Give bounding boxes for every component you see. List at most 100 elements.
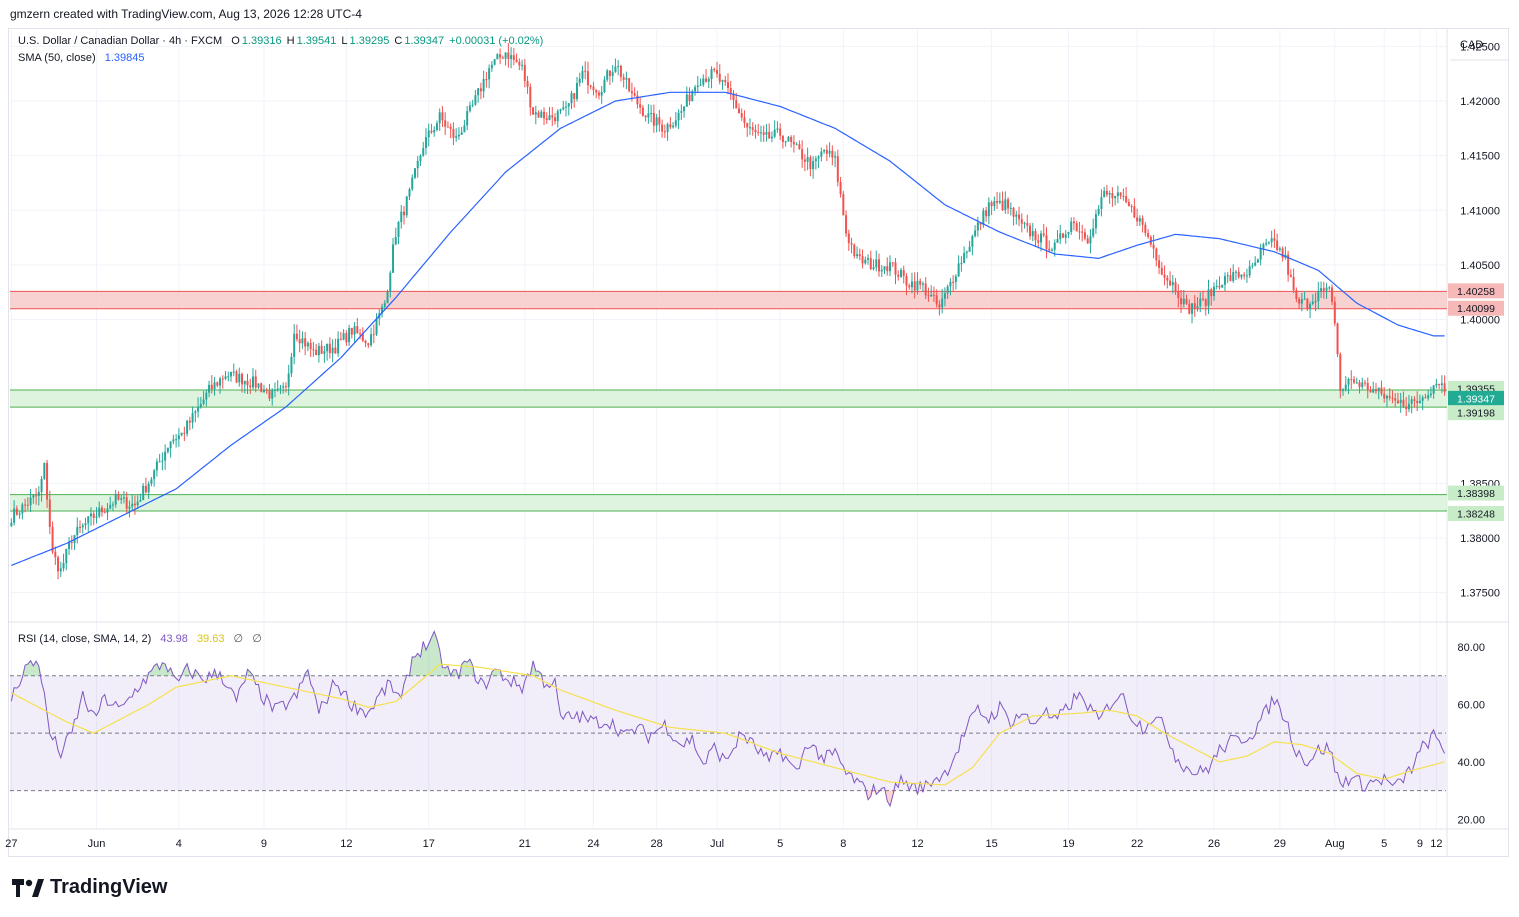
candle-body	[164, 451, 167, 461]
candle-body	[287, 373, 290, 388]
candle-body	[1281, 248, 1284, 258]
candle-body	[919, 280, 922, 285]
candle-body	[76, 527, 79, 536]
candle-body	[1336, 323, 1339, 355]
candle-body	[243, 380, 246, 385]
candle-body	[444, 120, 447, 127]
candle-body	[1292, 276, 1295, 291]
candle-body	[1325, 287, 1328, 291]
candle-body	[1237, 271, 1240, 278]
candle-body	[595, 90, 598, 93]
candle-body	[510, 55, 513, 59]
time-tick-label: Jun	[88, 838, 106, 850]
candle-body	[1072, 221, 1075, 224]
candle-body	[306, 342, 309, 347]
candle-body	[603, 79, 606, 92]
candle-body	[1366, 382, 1369, 391]
candle-body	[1350, 379, 1353, 381]
candle-body	[795, 144, 798, 146]
candle-body	[567, 103, 570, 107]
candle-body	[781, 135, 784, 143]
candle-body	[466, 111, 469, 126]
candle-body	[718, 73, 721, 82]
candle-body	[260, 383, 263, 392]
price-tag-red	[1448, 283, 1504, 299]
candle-body	[339, 338, 342, 340]
candle-body	[644, 115, 647, 118]
candle-body	[575, 83, 578, 100]
candle-body	[262, 390, 265, 392]
time-tick-label: 26	[1208, 838, 1220, 850]
candle-body	[24, 504, 27, 506]
candle-body	[471, 104, 474, 106]
candle-body	[191, 413, 194, 423]
candle-body	[979, 222, 982, 225]
candle-body	[70, 542, 73, 544]
candle-body	[532, 107, 535, 115]
candle-body	[183, 432, 186, 434]
candle-body	[1064, 234, 1067, 238]
candle-body	[1078, 231, 1081, 233]
candle-body	[683, 106, 686, 112]
candle-body	[1026, 223, 1029, 226]
candle-body	[1111, 193, 1114, 199]
candle-body	[853, 244, 856, 257]
candle-body	[397, 222, 400, 237]
candle-body	[350, 327, 353, 335]
chart-credit: gmzern created with TradingView.com, Aug…	[10, 7, 362, 21]
candle-body	[1245, 275, 1248, 277]
price-tag-red	[1448, 300, 1504, 316]
candle-body	[449, 126, 452, 129]
candle-body	[1396, 400, 1399, 404]
open-label: O	[231, 35, 240, 47]
candle-body	[1262, 244, 1265, 250]
candle-body	[1031, 231, 1034, 237]
price-tick-label: 1.41500	[1460, 151, 1500, 163]
candle-body	[946, 286, 949, 294]
candle-body	[180, 432, 183, 436]
candle-body	[213, 382, 216, 390]
candle-body	[1070, 221, 1073, 232]
candle-body	[548, 115, 551, 120]
candle-body	[839, 181, 842, 195]
candle-body	[974, 230, 977, 237]
time-tick-label: 12	[340, 838, 352, 850]
candle-body	[770, 136, 773, 139]
candle-body	[106, 508, 109, 513]
candle-body	[128, 506, 131, 509]
candle-body	[1108, 193, 1111, 195]
candle-body	[1174, 282, 1177, 292]
candle-body	[301, 338, 304, 344]
candle-body	[1306, 298, 1309, 310]
candle-body	[916, 280, 919, 291]
candle-body	[460, 132, 463, 135]
candle-body	[908, 285, 911, 288]
candle-body	[89, 513, 92, 517]
sma-line	[11, 91, 1445, 566]
candle-body	[32, 495, 35, 498]
candle-body	[1075, 223, 1078, 232]
candle-body	[1361, 382, 1364, 388]
candle-body	[710, 69, 713, 80]
candle-body	[216, 382, 219, 386]
candle-body	[606, 70, 609, 80]
candle-body	[381, 306, 384, 314]
candle-body	[1254, 262, 1257, 266]
candle-body	[1182, 298, 1185, 305]
candle-body	[392, 244, 395, 273]
candle-body	[328, 343, 331, 354]
candle-body	[812, 161, 815, 170]
rsi-tick-label: 20.00	[1457, 814, 1485, 826]
candle-body	[337, 338, 340, 354]
candle-body	[1309, 303, 1312, 310]
candle-body	[748, 127, 751, 129]
candle-body	[293, 333, 296, 357]
candle-body	[142, 485, 145, 500]
candle-body	[1105, 190, 1108, 195]
price-tag-label: 1.39198	[1457, 408, 1495, 420]
candle-body	[477, 88, 480, 96]
candle-body	[1333, 301, 1336, 324]
candle-body	[1094, 214, 1097, 229]
candle-body	[501, 57, 504, 59]
